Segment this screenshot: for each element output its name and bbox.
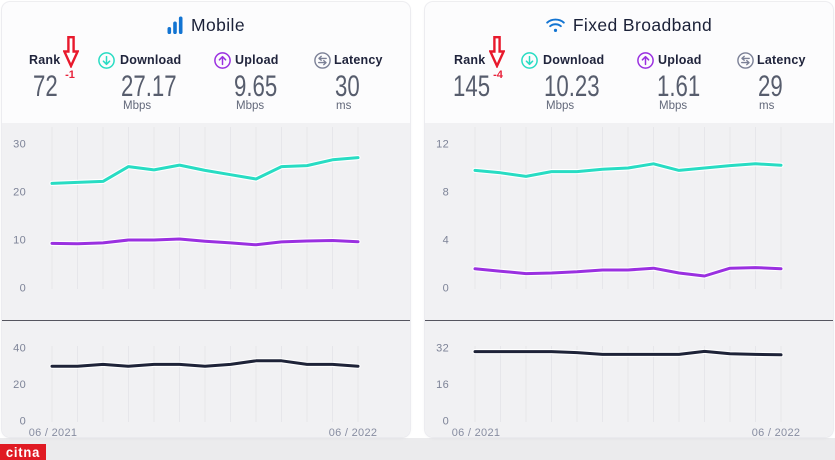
mobile-chart-background bbox=[2, 123, 410, 437]
rank-change: -1 bbox=[65, 69, 75, 81]
y-tick-label: 8 bbox=[443, 187, 449, 199]
fixed-chart-background bbox=[425, 123, 833, 437]
x-axis-start-label: 06 / 2021 bbox=[28, 427, 78, 437]
y-tick-label: 16 bbox=[436, 379, 449, 391]
y-tick-label: 10 bbox=[13, 235, 26, 247]
download-line bbox=[50, 156, 360, 185]
download-line bbox=[473, 162, 783, 178]
upload-value: 1.61 bbox=[657, 70, 701, 103]
watermark-text: citna bbox=[5, 444, 41, 460]
fixed-broadband-card: Fixed Broadband Rank -4 145 Download 10.… bbox=[425, 2, 833, 437]
x-axis-end-label: 06 / 2022 bbox=[751, 427, 801, 437]
download-label: Download bbox=[543, 53, 605, 67]
rank-value: 72 bbox=[33, 70, 58, 103]
upload-line bbox=[473, 266, 783, 278]
card-title: Mobile bbox=[191, 14, 245, 35]
upload-value: 9.65 bbox=[234, 70, 278, 103]
upload-unit: Mbps bbox=[236, 100, 265, 112]
upload-label: Upload bbox=[235, 53, 279, 67]
upload-label: Upload bbox=[658, 53, 702, 67]
mobile-bars-icon bbox=[167, 16, 183, 34]
latency-icon bbox=[314, 52, 331, 69]
download-label: Download bbox=[120, 53, 182, 67]
mobile-card: Mobile Rank -1 72 Download 27.17 Mbps bbox=[2, 2, 410, 437]
y-tick-label: 12 bbox=[436, 139, 449, 151]
upload-icon bbox=[214, 52, 231, 69]
wifi-icon bbox=[546, 18, 565, 33]
upload-line bbox=[50, 237, 360, 247]
rank-down-arrow-icon bbox=[488, 36, 506, 73]
rank-label: Rank bbox=[29, 53, 61, 67]
rank-down-arrow-icon bbox=[62, 36, 80, 73]
download-value: 27.17 bbox=[121, 70, 177, 103]
latency-unit: ms bbox=[336, 100, 352, 112]
latency-unit: ms bbox=[759, 100, 775, 112]
mobile-card-header: Mobile bbox=[2, 12, 410, 38]
download-unit: Mbps bbox=[546, 100, 575, 112]
citna-watermark-logo: citna bbox=[0, 444, 46, 460]
latency-line bbox=[50, 359, 360, 368]
y-tick-label: 0 bbox=[443, 416, 449, 428]
download-value: 10.23 bbox=[544, 70, 600, 103]
mobile-charts: 0 10 20 30 0 20 40 bbox=[13, 127, 361, 428]
download-unit: Mbps bbox=[123, 100, 152, 112]
chart-divider bbox=[2, 320, 410, 321]
rank-change: -4 bbox=[493, 69, 503, 81]
y-tick-label: 30 bbox=[13, 139, 26, 151]
y-tick-label: 0 bbox=[20, 416, 26, 428]
latency-value: 30 bbox=[335, 70, 360, 103]
rank-value: 145 bbox=[453, 70, 491, 103]
latency-value: 29 bbox=[758, 70, 783, 103]
download-icon bbox=[98, 52, 115, 69]
upload-icon bbox=[637, 52, 654, 69]
x-axis-start-label: 06 / 2021 bbox=[451, 427, 501, 437]
fixed-charts: 0 4 8 12 0 16 32 bbox=[436, 127, 784, 428]
latency-label: Latency bbox=[757, 53, 806, 67]
upload-unit: Mbps bbox=[659, 100, 688, 112]
y-tick-label: 40 bbox=[13, 343, 26, 355]
x-axis-end-label: 06 / 2022 bbox=[328, 427, 378, 437]
rank-label: Rank bbox=[454, 53, 486, 67]
latency-label: Latency bbox=[334, 53, 383, 67]
latency-icon bbox=[737, 52, 754, 69]
card-title: Fixed Broadband bbox=[572, 14, 713, 35]
y-tick-label: 4 bbox=[443, 235, 449, 247]
fixed-card-header: Fixed Broadband bbox=[425, 12, 833, 38]
y-tick-label: 0 bbox=[443, 283, 449, 295]
y-tick-label: 20 bbox=[13, 187, 26, 199]
y-tick-label: 20 bbox=[13, 379, 26, 391]
y-tick-label: 32 bbox=[436, 343, 449, 355]
latency-line bbox=[473, 349, 783, 357]
y-tick-label: 0 bbox=[20, 283, 26, 295]
chart-divider bbox=[425, 320, 833, 321]
download-icon bbox=[521, 52, 538, 69]
